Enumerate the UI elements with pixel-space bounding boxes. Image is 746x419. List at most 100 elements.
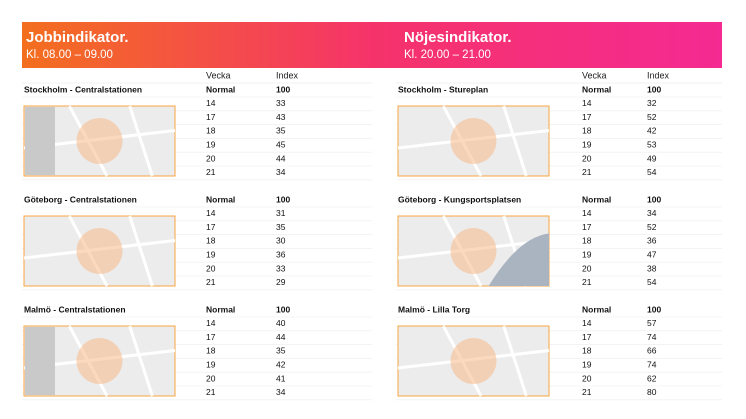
cell: Normal: [206, 304, 235, 314]
map-area: [450, 338, 497, 384]
cell: 100: [647, 304, 661, 314]
cell: 42: [276, 359, 286, 369]
cell: 14: [206, 98, 216, 108]
cell: 35: [276, 222, 286, 232]
cell: 66: [647, 346, 657, 356]
column-header: Index: [276, 70, 299, 80]
location-name: Malmö - Centralstationen: [24, 304, 126, 314]
cell: 19: [582, 359, 592, 369]
cell: 47: [647, 249, 657, 259]
cell: 52: [647, 112, 657, 122]
map-block: [25, 327, 55, 395]
column-header: Index: [647, 70, 670, 80]
cell: 43: [276, 112, 286, 122]
cell: 100: [276, 304, 290, 314]
right-subtitle: Kl. 20.00 – 21.00: [404, 49, 491, 61]
location-name: Malmö - Lilla Torg: [398, 304, 470, 314]
cell: 19: [206, 359, 216, 369]
cell: 21: [582, 387, 592, 397]
cell: 21: [582, 277, 592, 287]
cell: 19: [206, 139, 216, 149]
cell: 33: [276, 98, 286, 108]
cell: 45: [276, 139, 286, 149]
cell: 38: [647, 263, 657, 273]
map-area: [76, 118, 123, 164]
column-header: Vecka: [206, 70, 231, 80]
cell: 33: [276, 263, 286, 273]
cell: 20: [582, 263, 592, 273]
left-subtitle: Kl. 08.00 – 09.00: [26, 49, 113, 61]
cell: Normal: [582, 194, 611, 204]
cell: 35: [276, 346, 286, 356]
cell: 35: [276, 126, 286, 136]
cell: 19: [206, 249, 216, 259]
cell: 100: [647, 194, 661, 204]
cell: 17: [582, 332, 592, 342]
location-name: Stockholm - Stureplan: [398, 84, 488, 94]
cell: 42: [647, 126, 657, 136]
column-header: Vecka: [582, 70, 607, 80]
cell: 100: [647, 84, 661, 94]
cell: Normal: [206, 194, 235, 204]
cell: 18: [582, 126, 592, 136]
cell: 17: [582, 112, 592, 122]
cell: 17: [206, 222, 216, 232]
cell: Normal: [206, 84, 235, 94]
cell: 14: [582, 98, 592, 108]
cell: 20: [206, 153, 216, 163]
cell: 14: [206, 208, 216, 218]
cell: Normal: [582, 84, 611, 94]
header-band: [22, 22, 722, 68]
cell: 49: [647, 153, 657, 163]
cell: 21: [582, 167, 592, 177]
cell: 29: [276, 277, 286, 287]
cell: 19: [582, 249, 592, 259]
cell: 44: [276, 332, 286, 342]
cell: 100: [276, 84, 290, 94]
cell: 53: [647, 139, 657, 149]
cell: 57: [647, 318, 657, 328]
cell: 62: [647, 373, 657, 383]
cell: 30: [276, 236, 286, 246]
cell: 20: [206, 263, 216, 273]
cell: 74: [647, 359, 657, 369]
cell: 34: [276, 387, 286, 397]
cell: 52: [647, 222, 657, 232]
cell: 18: [206, 126, 216, 136]
cell: 19: [582, 139, 592, 149]
map-block: [25, 107, 55, 175]
cell: 100: [276, 194, 290, 204]
cell: 17: [206, 332, 216, 342]
cell: 34: [276, 167, 286, 177]
cell: 21: [206, 277, 216, 287]
cell: 20: [206, 373, 216, 383]
cell: 54: [647, 277, 657, 287]
location-name: Göteborg - Kungsportsplatsen: [398, 194, 521, 204]
cell: 18: [582, 236, 592, 246]
cell: 18: [206, 346, 216, 356]
cell: 18: [206, 236, 216, 246]
right-title: Nöjesindikator.: [404, 29, 512, 46]
cell: 20: [582, 153, 592, 163]
map-water: [488, 233, 549, 286]
map-area: [450, 118, 497, 164]
cell: 31: [276, 208, 286, 218]
cell: 36: [647, 236, 657, 246]
cell: 14: [582, 208, 592, 218]
map-area: [450, 228, 497, 274]
location-name: Göteborg - Centralstationen: [24, 194, 137, 204]
location-name: Stockholm - Centralstationen: [24, 84, 142, 94]
cell: 74: [647, 332, 657, 342]
cell: 54: [647, 167, 657, 177]
left-title: Jobbindikator.: [26, 29, 129, 46]
map-area: [76, 228, 123, 274]
cell: 18: [582, 346, 592, 356]
cell: 36: [276, 249, 286, 259]
cell: 17: [206, 112, 216, 122]
cell: 32: [647, 98, 657, 108]
cell: 44: [276, 153, 286, 163]
cell: 20: [582, 373, 592, 383]
map-area: [76, 338, 123, 384]
cell: 21: [206, 387, 216, 397]
